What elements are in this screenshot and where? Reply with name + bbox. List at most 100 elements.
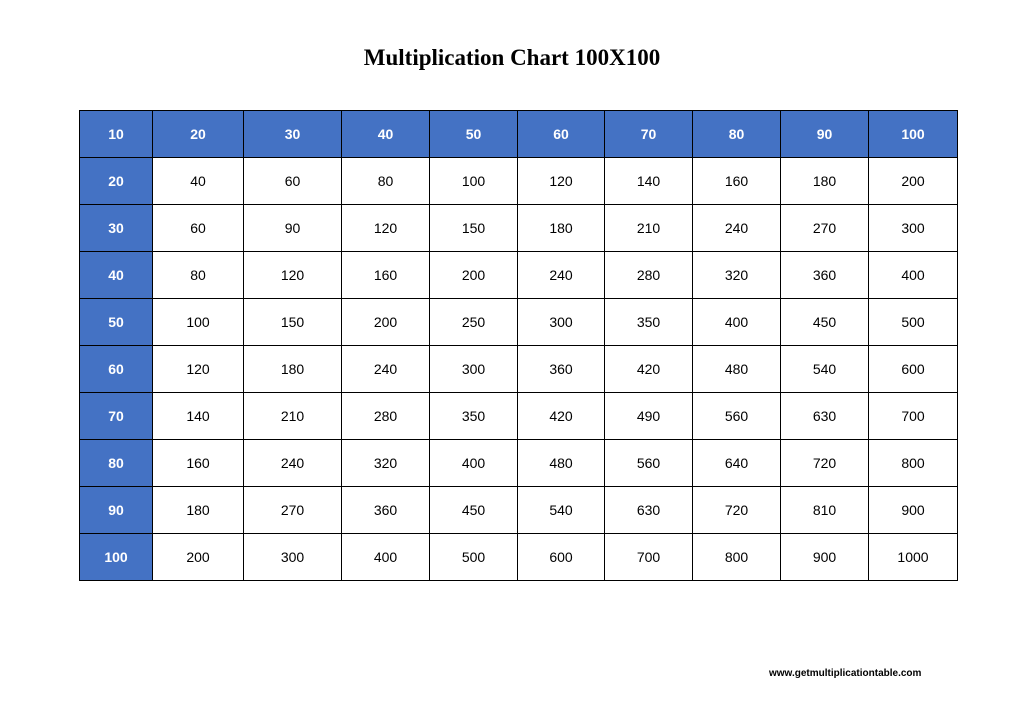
product-cell: 120 [243,251,342,299]
product-cell: 160 [341,251,430,299]
product-cell: 180 [780,157,869,205]
row-header-cell: 80 [79,439,153,487]
product-cell: 560 [692,392,781,440]
product-cell: 160 [692,157,781,205]
table-row: 60 120 180 240 300 360 420 480 540 600 [79,345,958,393]
product-cell: 180 [243,345,342,393]
product-cell: 200 [341,298,430,346]
column-header-cell: 40 [341,110,430,158]
product-cell: 560 [604,439,693,487]
product-cell: 810 [780,486,869,534]
product-cell: 270 [243,486,342,534]
product-cell: 210 [243,392,342,440]
product-cell: 180 [152,486,244,534]
product-cell: 120 [517,157,605,205]
product-cell: 100 [429,157,518,205]
row-header-cell: 20 [79,157,153,205]
product-cell: 900 [780,533,869,581]
product-cell: 500 [429,533,518,581]
product-cell: 300 [243,533,342,581]
product-cell: 240 [692,204,781,252]
column-header-cell: 30 [243,110,342,158]
product-cell: 80 [341,157,430,205]
product-cell: 120 [152,345,244,393]
product-cell: 200 [152,533,244,581]
product-cell: 640 [692,439,781,487]
column-header-cell: 50 [429,110,518,158]
product-cell: 360 [517,345,605,393]
table-body: 10 20 30 40 50 60 70 80 90 100 20 40 60 80 100 120 140 16… [79,110,958,581]
product-cell: 400 [868,251,958,299]
table-row: 30 60 90 120 150 180 210 240 270 300 [79,204,958,252]
product-cell: 250 [429,298,518,346]
column-header-cell: 60 [517,110,605,158]
product-cell: 210 [604,204,693,252]
table-row: 50 100 150 200 250 300 350 400 450 500 [79,298,958,346]
product-cell: 400 [429,439,518,487]
table-row: 70 140 210 280 350 420 490 560 630 700 [79,392,958,440]
product-cell: 320 [341,439,430,487]
product-cell: 800 [692,533,781,581]
product-cell: 40 [152,157,244,205]
product-cell: 420 [517,392,605,440]
table-row: 40 80 120 160 200 240 280 320 360 400 [79,251,958,299]
product-cell: 450 [780,298,869,346]
product-cell: 400 [692,298,781,346]
row-header-cell: 40 [79,251,153,299]
product-cell: 300 [517,298,605,346]
product-cell: 360 [780,251,869,299]
product-cell: 280 [604,251,693,299]
product-cell: 540 [517,486,605,534]
product-cell: 80 [152,251,244,299]
product-cell: 300 [429,345,518,393]
product-cell: 420 [604,345,693,393]
product-cell: 1000 [868,533,958,581]
product-cell: 720 [692,486,781,534]
row-header-cell: 100 [79,533,153,581]
row-header-cell: 90 [79,486,153,534]
column-header-cell: 80 [692,110,781,158]
column-header-cell: 10 [79,110,153,158]
product-cell: 600 [517,533,605,581]
product-cell: 500 [868,298,958,346]
row-header-cell: 70 [79,392,153,440]
product-cell: 100 [152,298,244,346]
product-cell: 280 [341,392,430,440]
product-cell: 350 [429,392,518,440]
product-cell: 240 [341,345,430,393]
product-cell: 490 [604,392,693,440]
column-header-cell: 20 [152,110,244,158]
table-row: 80 160 240 320 400 480 560 640 720 800 [79,439,958,487]
product-cell: 180 [517,204,605,252]
product-cell: 320 [692,251,781,299]
header-row: 10 20 30 40 50 60 70 80 90 100 [79,110,958,158]
product-cell: 240 [517,251,605,299]
product-cell: 700 [868,392,958,440]
product-cell: 60 [152,204,244,252]
product-cell: 630 [780,392,869,440]
row-header-cell: 50 [79,298,153,346]
page-title: Multiplication Chart 100X100 [363,45,661,70]
product-cell: 60 [243,157,342,205]
column-header-cell: 90 [780,110,869,158]
product-cell: 160 [152,439,244,487]
table-row: 20 40 60 80 100 120 140 160 180 200 [79,157,958,205]
footer-website: www.getmultiplicationtable.com [769,668,922,679]
row-header-cell: 60 [79,345,153,393]
product-cell: 200 [429,251,518,299]
row-header-cell: 30 [79,204,153,252]
table-row: 100 200 300 400 500 600 700 800 900 1000 [79,533,958,581]
product-cell: 140 [152,392,244,440]
product-cell: 900 [868,486,958,534]
product-cell: 630 [604,486,693,534]
product-cell: 150 [429,204,518,252]
product-cell: 200 [868,157,958,205]
product-cell: 350 [604,298,693,346]
product-cell: 600 [868,345,958,393]
product-cell: 270 [780,204,869,252]
product-cell: 150 [243,298,342,346]
product-cell: 90 [243,204,342,252]
column-header-cell: 100 [868,110,958,158]
product-cell: 540 [780,345,869,393]
product-cell: 400 [341,533,430,581]
